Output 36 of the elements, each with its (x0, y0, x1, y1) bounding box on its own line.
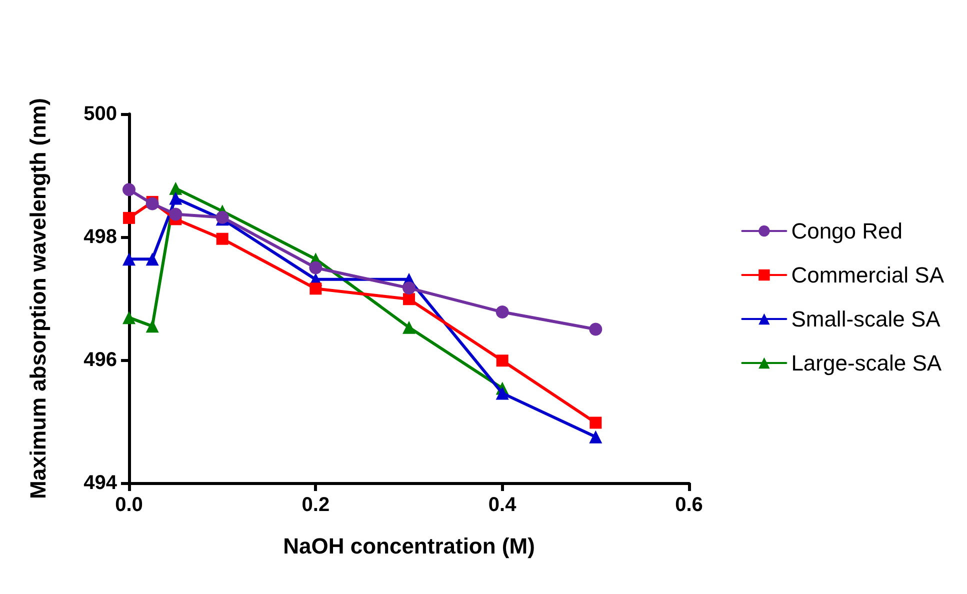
point (590, 416, 602, 429)
point (146, 197, 159, 210)
point (122, 252, 136, 266)
legend-label: Congo Red (791, 218, 903, 244)
point (169, 192, 182, 205)
point (216, 232, 228, 245)
point (496, 386, 509, 400)
point (402, 320, 416, 334)
point (169, 208, 182, 221)
point (589, 322, 602, 336)
y-tick-label: 498 (84, 226, 117, 248)
point (123, 212, 135, 224)
point (310, 282, 322, 295)
y-axis-title: Maximum absorption wavelength (nm) (26, 98, 50, 499)
point (146, 252, 159, 266)
point (122, 183, 136, 196)
x-tick-label: 0.6 (675, 494, 703, 516)
point (589, 430, 602, 444)
point (403, 293, 415, 306)
point (402, 282, 416, 295)
x-tick-label: 0.0 (115, 494, 143, 516)
legend-label: Small-scale SA (791, 306, 941, 332)
point (169, 182, 182, 195)
point (496, 354, 508, 367)
y-tick-label: 496 (84, 349, 117, 371)
y-tick-label: 500 (84, 103, 117, 125)
point (309, 261, 322, 274)
y-tick-label: 494 (84, 472, 118, 494)
x-tick-label: 0.2 (302, 494, 330, 516)
point (122, 311, 136, 324)
legend-label: Large-scale SA (791, 350, 942, 376)
x-axis-title: NaOH concentration (M) (283, 534, 535, 558)
point (146, 320, 159, 333)
legend-label: Commercial SA (791, 262, 944, 288)
x-tick-label: 0.4 (488, 494, 518, 516)
point (496, 306, 509, 319)
